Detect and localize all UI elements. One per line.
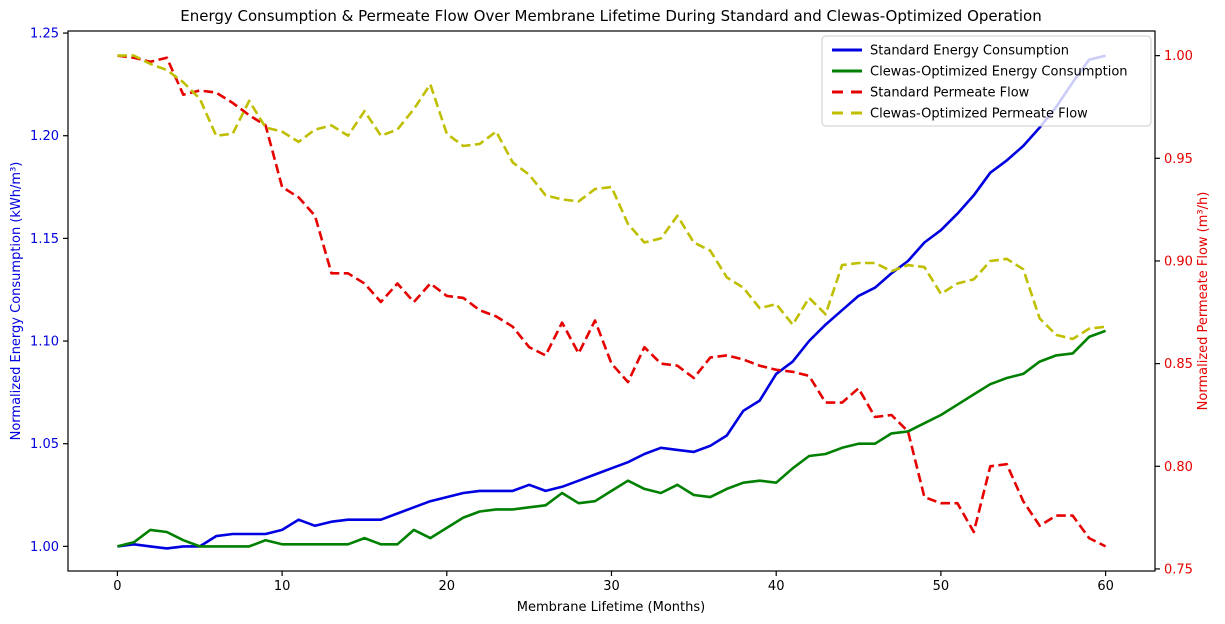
x-tick-label: 50 bbox=[933, 579, 950, 594]
series-line-clewas-optimized-energy-consumption bbox=[117, 329, 1107, 548]
y-axis-label-right: Normalized Permeate Flow (m³/h) bbox=[1196, 192, 1211, 411]
x-axis-label: Membrane Lifetime (Months) bbox=[517, 600, 705, 615]
y-axis-label-left: Normalized Energy Consumption (kWh/m³) bbox=[9, 162, 24, 441]
x-tick-label: 0 bbox=[113, 579, 121, 594]
right-tick-label: 0.75 bbox=[1164, 562, 1193, 577]
right-tick-label: 0.95 bbox=[1164, 152, 1193, 167]
right-tick-label: 0.90 bbox=[1164, 254, 1193, 269]
right-tick-label: 0.80 bbox=[1164, 460, 1193, 475]
x-axis-ticks: 0 10 20 30 40 50 60 bbox=[113, 571, 1114, 594]
legend-label: Clewas-Optimized Permeate Flow bbox=[870, 107, 1088, 122]
legend-box bbox=[821, 35, 1152, 127]
series-line-standard-energy-consumption bbox=[117, 54, 1106, 550]
series-line-clewas-optimized-permeate-flow bbox=[117, 54, 1106, 341]
right-tick-label: 0.85 bbox=[1164, 357, 1193, 372]
chart-title: Energy Consumption & Permeate Flow Over … bbox=[180, 7, 1041, 25]
series-line-standard-permeate-flow bbox=[117, 54, 1107, 548]
legend-label: Clewas-Optimized Energy Consumption bbox=[870, 65, 1128, 80]
x-tick-label: 30 bbox=[603, 579, 620, 594]
left-axis-ticks: 1.00 1.05 1.10 1.15 1.20 1.25 bbox=[30, 27, 68, 555]
left-tick-label: 1.10 bbox=[30, 335, 59, 350]
x-tick-label: 40 bbox=[768, 579, 785, 594]
left-tick-label: 1.15 bbox=[30, 232, 59, 247]
series-lines bbox=[117, 54, 1107, 550]
x-tick-label: 20 bbox=[439, 579, 456, 594]
left-tick-label: 1.05 bbox=[30, 437, 59, 452]
left-tick-label: 1.20 bbox=[30, 129, 59, 144]
left-tick-label: 1.00 bbox=[30, 540, 59, 555]
legend-label: Standard Energy Consumption bbox=[870, 44, 1069, 59]
right-tick-label: 1.00 bbox=[1164, 49, 1193, 64]
x-tick-label: 10 bbox=[274, 579, 291, 594]
right-axis-ticks: 0.75 0.80 0.85 0.90 0.95 1.00 bbox=[1155, 49, 1193, 577]
x-tick-label: 60 bbox=[1097, 579, 1114, 594]
left-tick-label: 1.25 bbox=[30, 27, 59, 42]
legend: Standard Energy Consumption Clewas-Optimi… bbox=[821, 35, 1152, 127]
legend-label: Standard Permeate Flow bbox=[870, 86, 1030, 101]
